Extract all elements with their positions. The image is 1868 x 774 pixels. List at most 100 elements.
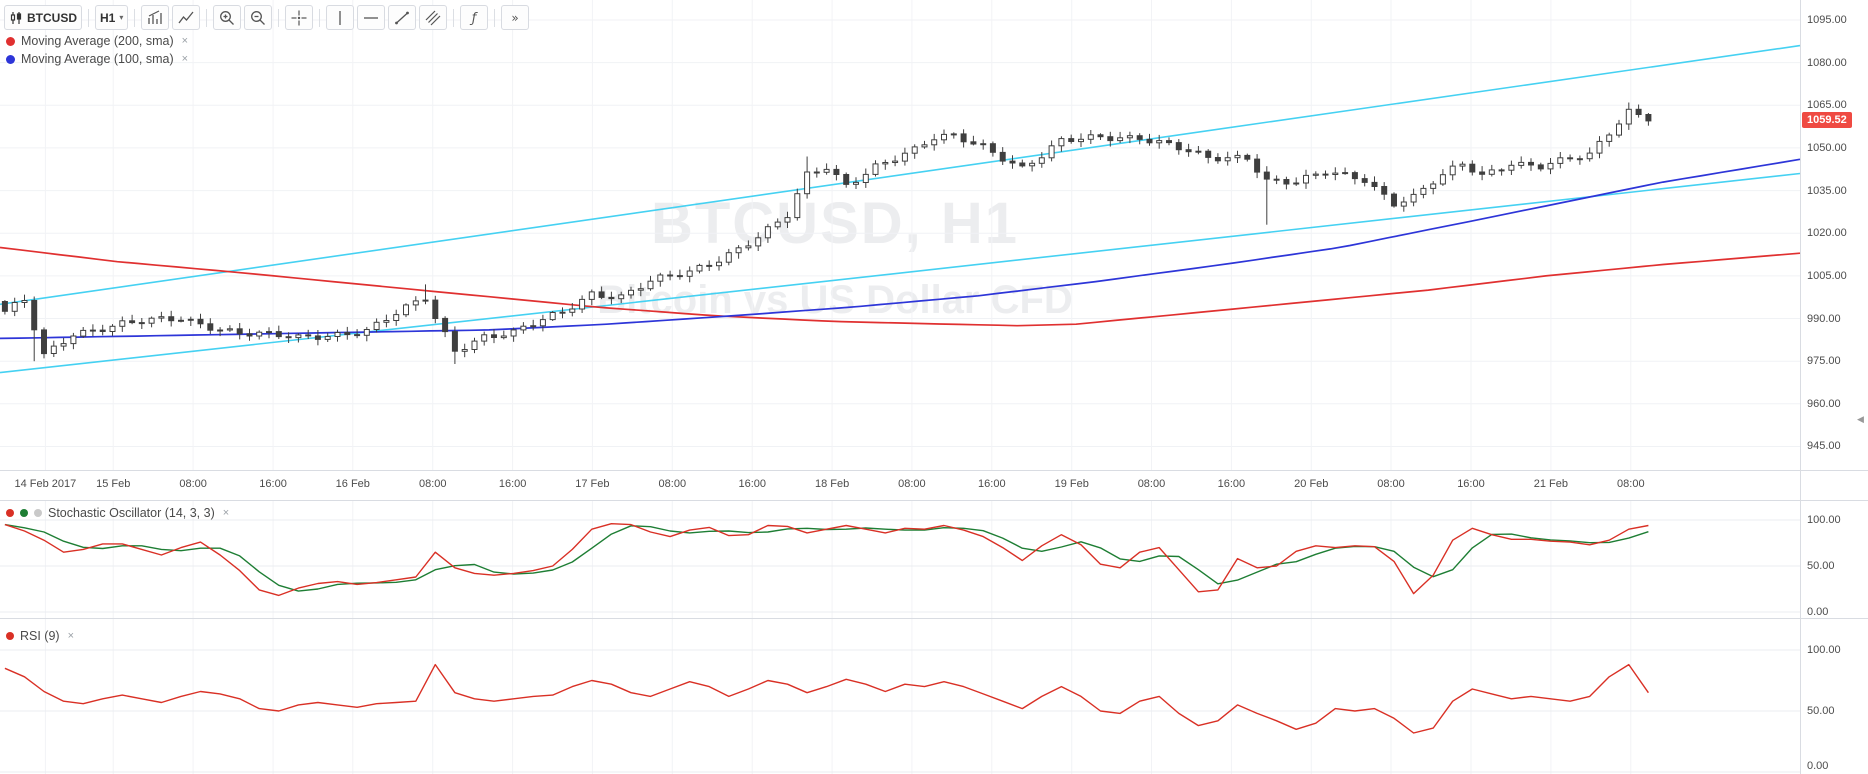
stoch-d-color-dot <box>20 509 28 517</box>
interval-button[interactable]: H1 ▾ <box>95 5 129 30</box>
time-axis-label: 16:00 <box>1217 478 1246 490</box>
time-axis-label: 21 Feb <box>1533 478 1568 490</box>
time-axis-label: 19 Feb <box>1054 478 1089 490</box>
price-axis-label: 1080.00 <box>1807 56 1847 69</box>
svg-text:»: » <box>512 11 519 25</box>
chevron-down-icon: ▾ <box>119 13 124 22</box>
time-axis-label: 15 Feb <box>96 478 131 490</box>
function-button[interactable]: ƒ <box>460 5 489 30</box>
rsi-axis-label: 100.00 <box>1807 644 1841 656</box>
price-axis-label: 1095.00 <box>1807 14 1847 26</box>
stoch-k-color-dot <box>6 509 14 517</box>
legend-ma200: Moving Average (200, sma) × <box>6 34 188 48</box>
ma200-label: Moving Average (200, sma) <box>21 34 174 48</box>
time-axis-label: 08:00 <box>898 478 926 490</box>
toolbar: BTCUSD H1 ▾ ƒ» <box>4 5 530 30</box>
collapse-axis-arrow[interactable]: ◀ <box>1857 414 1864 424</box>
time-axis-label: 08:00 <box>179 478 207 490</box>
horizontal-line-tool-icon <box>362 9 380 27</box>
rsi-color-dot <box>6 632 14 640</box>
line-chart-button[interactable] <box>172 5 201 30</box>
time-axis-label: 08:00 <box>1617 478 1645 490</box>
horizontal-line-tool-button[interactable] <box>357 5 386 30</box>
toolbar-separator <box>134 8 136 27</box>
time-axis-label: 14 Feb 2017 <box>14 478 77 490</box>
time-axis-label: 18 Feb <box>815 478 850 490</box>
parallel-lines-tool-button[interactable] <box>419 5 448 30</box>
remove-ma200-button[interactable]: × <box>181 35 189 47</box>
price-axis-label: 1065.00 <box>1807 99 1847 112</box>
price-axis-label: 1020.00 <box>1807 227 1847 240</box>
remove-rsi-button[interactable]: × <box>67 630 75 642</box>
vertical-line-tool-icon <box>331 9 349 27</box>
crosshair-icon <box>290 9 308 27</box>
stochastic-axis-label: 50.00 <box>1807 560 1835 572</box>
time-axis-label: 16:00 <box>498 478 527 490</box>
remove-stochastic-button[interactable]: × <box>222 507 230 519</box>
vertical-line-tool-button[interactable] <box>326 5 355 30</box>
crosshair-button[interactable] <box>285 5 314 30</box>
fast-forward-icon: » <box>506 9 524 27</box>
time-axis-label: 16:00 <box>1457 478 1485 490</box>
chart-with-arrow-icon <box>146 9 164 27</box>
remove-ma100-button[interactable]: × <box>181 53 189 65</box>
last-price-badge: 1059.52 <box>1802 111 1852 128</box>
stochastic-label: Stochastic Oscillator (14, 3, 3) <box>48 506 215 520</box>
fast-forward-button[interactable]: » <box>501 5 530 30</box>
stoch-smooth-color-dot <box>34 509 42 517</box>
time-axis-label: 16:00 <box>978 478 1006 490</box>
indicator-legend: Moving Average (200, sma) × Moving Avera… <box>6 34 188 66</box>
ma200-color-dot <box>6 36 15 46</box>
toolbar-separator <box>278 8 280 27</box>
toolbar-separator <box>453 8 455 27</box>
watermark-description: Bitcoin vs US Dollar CFD <box>597 278 1073 322</box>
zoom-out-button[interactable] <box>244 5 273 30</box>
toolbar-separator <box>206 8 208 27</box>
trend-line-tool-button[interactable] <box>388 5 417 30</box>
zoom-in-icon <box>218 9 236 27</box>
time-axis-label: 08:00 <box>418 478 447 490</box>
symbol-button[interactable]: BTCUSD <box>4 5 82 30</box>
price-axis-label: 1005.00 <box>1807 269 1847 282</box>
time-axis-label: 08:00 <box>658 478 687 490</box>
toolbar-separator <box>319 8 321 27</box>
time-axis-label: 16 Feb <box>335 478 370 490</box>
line-chart-icon <box>177 9 195 27</box>
stochastic-legend: Stochastic Oscillator (14, 3, 3) × <box>6 506 229 520</box>
toolbar-separator <box>494 8 496 27</box>
ma100-color-dot <box>6 54 15 64</box>
price-axis[interactable]: 1095.00 1080.00 1065.00 1050.00 1035.00 1020.… <box>1800 0 1868 774</box>
ma100-label: Moving Average (100, sma) <box>21 52 174 66</box>
rsi-legend: RSI (9) × <box>6 629 74 643</box>
price-axis-label: 945.00 <box>1807 440 1841 453</box>
time-axis-label: 20 Feb <box>1294 478 1329 490</box>
time-axis-label: 17 Feb <box>575 478 610 490</box>
toolbar-tools: ƒ» <box>141 5 530 30</box>
zoom-out-icon <box>249 9 267 27</box>
stochastic-axis-label: 100.00 <box>1807 514 1841 526</box>
parallel-lines-tool-icon <box>424 9 442 27</box>
price-axis-label: 1050.00 <box>1807 141 1847 154</box>
rsi-label: RSI (9) <box>20 629 60 643</box>
price-axis-label: 1035.00 <box>1807 184 1847 197</box>
symbol-label: BTCUSD <box>27 10 77 25</box>
chart-with-arrow-button[interactable] <box>141 5 170 30</box>
trend-line-tool-icon <box>393 9 411 27</box>
zoom-in-button[interactable] <box>213 5 242 30</box>
time-axis-label: 08:00 <box>1137 478 1166 490</box>
rsi-axis-label: 50.00 <box>1807 705 1835 717</box>
interval-label: H1 <box>100 10 116 25</box>
price-axis-label: 975.00 <box>1807 355 1841 368</box>
toolbar-separator <box>88 8 89 27</box>
price-axis-label: 960.00 <box>1807 397 1841 410</box>
svg-text:ƒ: ƒ <box>469 11 479 26</box>
candlestick-icon <box>9 11 23 25</box>
rsi-axis-label: 0.00 <box>1807 760 1829 772</box>
stochastic-axis-label: 0.00 <box>1807 606 1829 618</box>
time-axis[interactable]: 14 Feb 2017 15 Feb 08:00 16:00 16 Feb 08:00 16… <box>0 470 1800 500</box>
time-axis-label: 16:00 <box>738 478 766 490</box>
time-axis-label: 16:00 <box>259 478 287 490</box>
legend-ma100: Moving Average (100, sma) × <box>6 52 188 66</box>
